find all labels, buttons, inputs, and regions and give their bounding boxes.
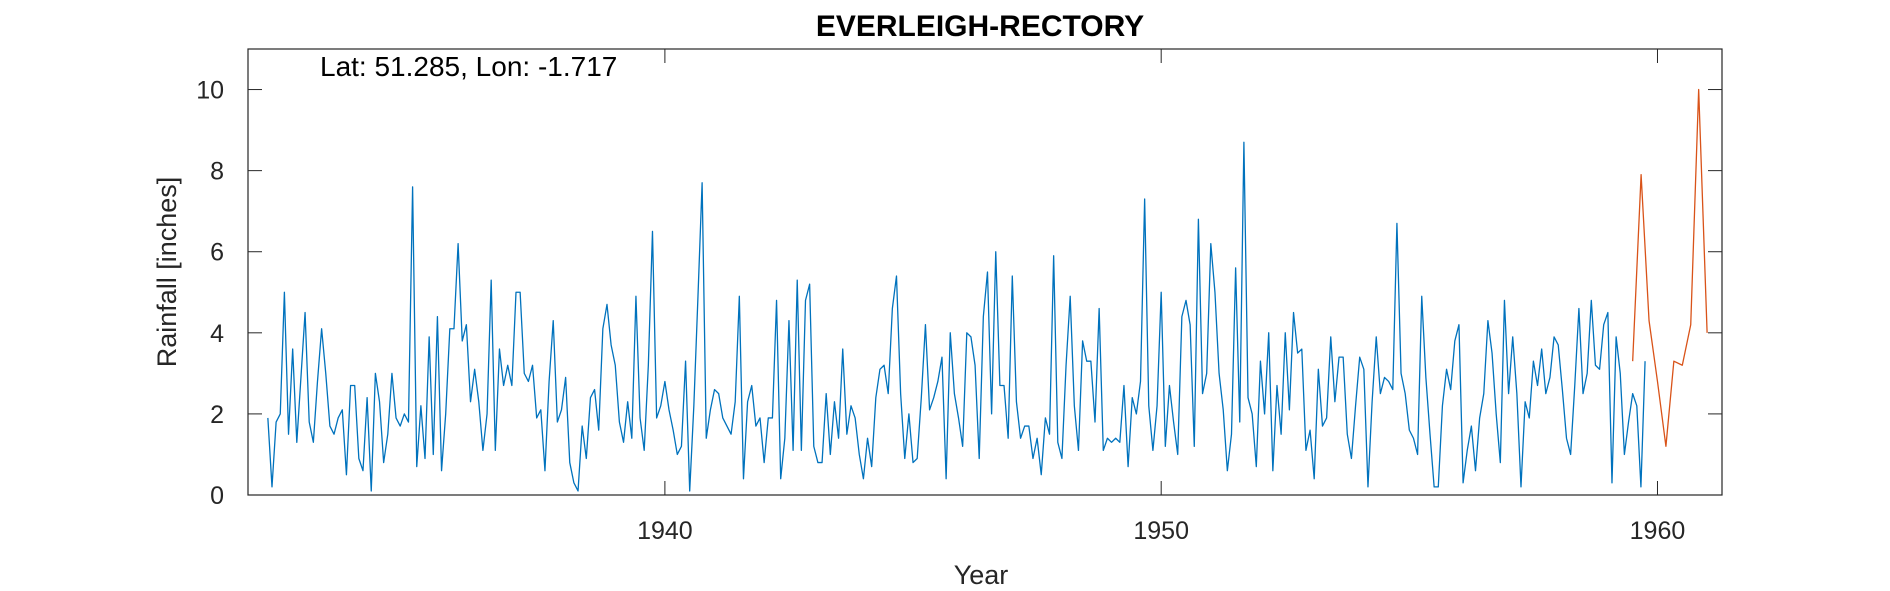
x-tick-label: 1950: [1133, 517, 1189, 545]
y-tick-label: 0: [210, 482, 224, 510]
y-tick-label: 8: [210, 158, 224, 186]
y-tick-label: 6: [210, 239, 224, 267]
chart-title: EVERLEIGH-RECTORY: [816, 10, 1144, 43]
station-coordinates: Lat: 51.285, Lon: -1.717: [320, 51, 617, 82]
y-tick-label: 4: [210, 320, 224, 348]
series-layer: [267, 88, 1708, 492]
series-line-1: [267, 141, 1646, 492]
plot-area: 0 2 4 6 8 10 1940 1950 1960: [196, 48, 1723, 545]
axes-box: [247, 48, 1723, 496]
series-line-2: [1632, 88, 1708, 447]
y-axis-label: Rainfall [inches]: [152, 177, 182, 368]
x-axis-label: Year: [954, 560, 1009, 590]
ticks-layer: 0 2 4 6 8 10 1940 1950 1960: [196, 49, 1722, 545]
y-tick-label: 10: [196, 77, 224, 105]
x-tick-label: 1960: [1630, 517, 1686, 545]
x-tick-label: 1940: [637, 517, 693, 545]
y-tick-label: 2: [210, 401, 224, 429]
